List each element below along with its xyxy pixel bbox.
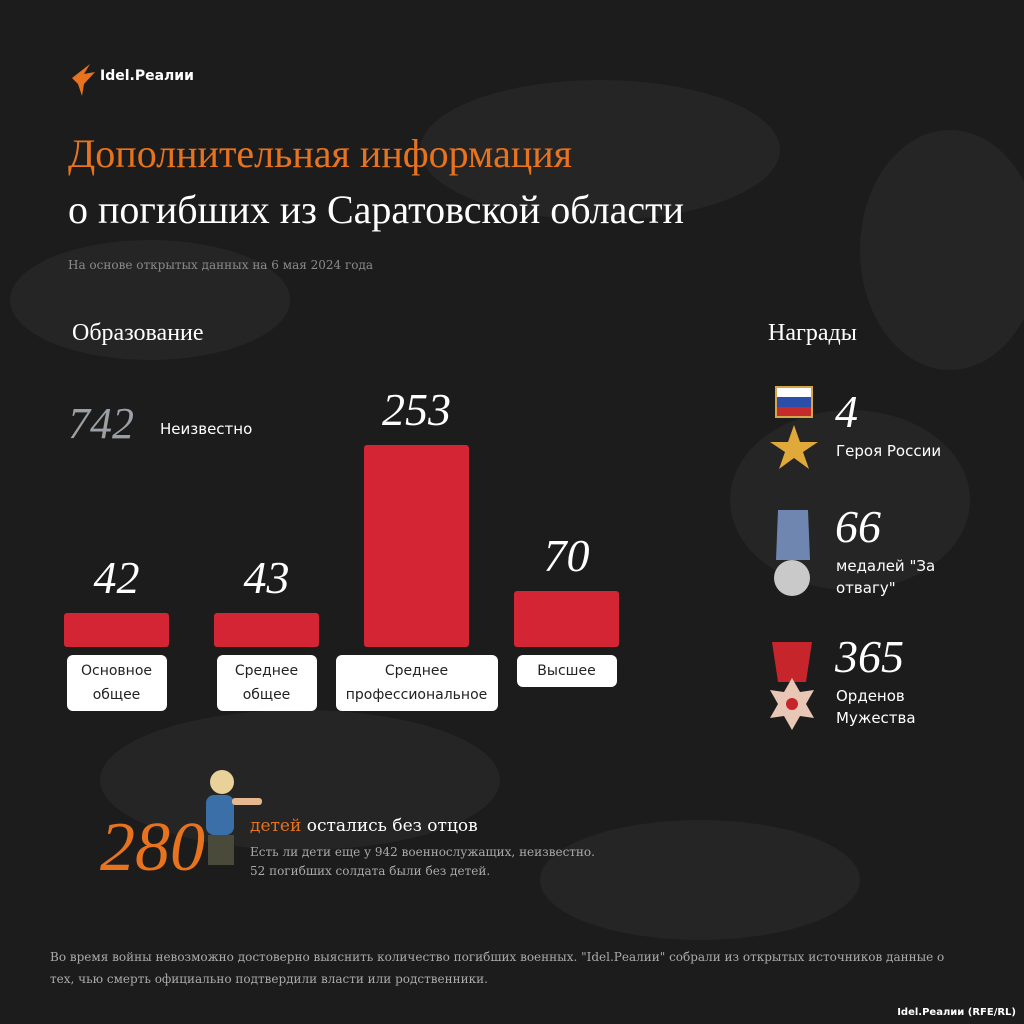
award-label: Орденов Мужества: [836, 687, 916, 727]
children-highlight: детей: [250, 816, 302, 836]
children-value: 280: [100, 809, 205, 886]
value-label: 43: [243, 551, 290, 603]
brand: Idel.Реалии: [100, 68, 194, 84]
subtitle: На основе открытых данных на 6 мая 2024 …: [68, 258, 374, 272]
medal-hero: [770, 386, 818, 469]
medal-bravery: [774, 510, 810, 596]
title-line1: Дополнительная информация: [68, 131, 573, 176]
title-line2: о погибших из Саратовской области: [68, 187, 685, 232]
order-courage: [770, 642, 814, 730]
category-label: Высшее: [516, 655, 617, 687]
unknown-value: 742: [68, 399, 134, 448]
bar: [514, 591, 619, 647]
children-rest: остались без отцов: [306, 816, 478, 836]
unknown-label: Неизвестно: [160, 420, 253, 438]
bar: [364, 445, 469, 647]
children-note1: Есть ли дети еще у 942 военнослужащих, н…: [250, 845, 595, 859]
child-figure: [206, 770, 262, 865]
awards-title: Награды: [768, 320, 857, 346]
category-label: Основное общее: [66, 655, 167, 711]
value-label: 42: [93, 552, 140, 604]
bar: [214, 612, 319, 647]
award-label: медалей "За отвагу": [836, 557, 936, 597]
award-value: 365: [835, 631, 904, 682]
value-label: 253: [382, 384, 451, 435]
category-label: Среднее профессиональное: [335, 655, 498, 711]
bar: [64, 613, 169, 647]
award-value: 66: [835, 501, 881, 552]
children-text: детей остались без отцов: [250, 816, 478, 836]
award-label: Героя России: [836, 442, 942, 460]
credit: Idel.Реалии (RFE/RL): [897, 1007, 1016, 1018]
value-label: 70: [543, 530, 590, 582]
award-value: 4: [835, 386, 858, 437]
category-label: Среднее общее: [216, 655, 317, 711]
footer-note: Во время войны невозможно достоверно выя…: [50, 950, 945, 986]
chart-title: Образование: [72, 320, 204, 346]
children-note2: 52 погибших солдата были без детей.: [250, 864, 491, 878]
